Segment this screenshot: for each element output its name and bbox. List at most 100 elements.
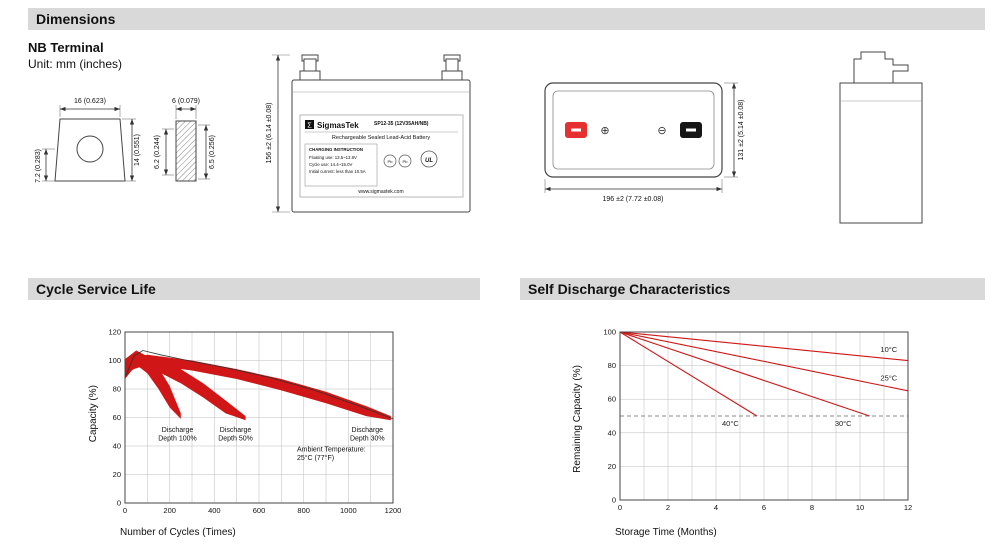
discharge-band	[125, 354, 391, 421]
chart-annotation: Ambient Temperature:	[297, 447, 366, 454]
dim-terminal-section-right: 6.5 (0.256)	[209, 135, 216, 169]
chart-annotation: Discharge	[352, 427, 384, 434]
battery-type: Rechargeable Sealed Lead-Acid Battery	[332, 135, 430, 141]
series-label: 10°C	[880, 345, 897, 354]
dimensions-title: Dimensions	[36, 11, 116, 27]
dim-top-width: 196 ±2 (7.72 ±0.08)	[602, 196, 663, 203]
ul-icon	[420, 150, 438, 168]
brand-name: SigmasTek	[317, 121, 359, 130]
chart-annotation: Depth 50%	[218, 435, 253, 442]
battery-top-view: ⊕ ⊖ 196 ±2 (7.72 ±0.08) 131 ±2 (5.14 ±0.…	[544, 82, 745, 203]
y-tick-label: 40	[608, 428, 616, 437]
dim-terminal-front-left: 7.2 (0.283)	[35, 149, 42, 183]
unit-note: Unit: mm (inches)	[28, 57, 123, 71]
series-line	[124, 350, 394, 420]
charging-line2: Cycle use: 14.4~15.0V	[309, 162, 352, 167]
y-tick-label: 0	[612, 496, 616, 505]
x-tick-label: 800	[297, 506, 310, 515]
cycle-service-life-chart: 0 200 400 600 800 1000 1200 0 20 40 60 80 100 120 Disc…	[108, 328, 401, 516]
pb-icon	[398, 154, 412, 168]
series-line	[619, 331, 909, 362]
chart-annotation: Depth 30%	[350, 435, 385, 442]
series-line	[619, 331, 758, 417]
x-tick-label: 600	[253, 506, 266, 515]
battery-front-view: 156 ±2 (6.14 ±0.08) Σ SigmasTek SP12-35 …	[266, 54, 471, 213]
discharge-band	[125, 353, 246, 421]
minus-symbol: ⊖	[657, 125, 666, 137]
x-tick-label: 8	[810, 503, 814, 512]
discharge-chart-ylabel: Remaining Capacity (%)	[572, 365, 583, 473]
x-tick-label: 200	[163, 506, 176, 515]
pb-icon	[383, 154, 397, 168]
x-tick-label: 0	[123, 506, 127, 515]
cycle-chart-xlabel: Number of Cycles (Times)	[120, 527, 236, 538]
charging-title: CHARGING INSTRUCTION	[309, 147, 363, 152]
discharge-band	[125, 350, 181, 419]
dimension-drawings: 16 (0.623) 7.2 (0.283) 14 (0.551) 6 (0.0…	[35, 51, 923, 224]
series-label: 25°C	[880, 374, 897, 383]
x-tick-label: 2	[666, 503, 670, 512]
section-header-cycle-service-life: Cycle Service Life	[28, 278, 480, 300]
x-tick-label: 6	[762, 503, 766, 512]
y-tick-label: 60	[608, 395, 616, 404]
terminal-minus-bar	[571, 128, 581, 132]
dim-terminal-front-width: 16 (0.623)	[74, 98, 106, 105]
battery-side-view	[839, 51, 923, 224]
y-tick-label: 100	[108, 356, 121, 365]
y-tick-label: 60	[113, 413, 121, 422]
plot-frame	[619, 331, 909, 501]
dim-top-height: 131 ±2 (5.14 ±0.08)	[738, 99, 745, 160]
plus-symbol: ⊕	[600, 125, 609, 137]
series-line	[619, 331, 870, 417]
y-tick-label: 40	[113, 442, 121, 451]
y-tick-label: 80	[113, 385, 121, 394]
brand-logo-glyph: Σ	[307, 123, 312, 130]
model-number: SP12-35 (12V35AH/NB)	[374, 121, 429, 127]
y-tick-label: 20	[113, 470, 121, 479]
chart-annotation: Discharge	[162, 427, 194, 434]
dim-front-height: 156 ±2 (6.14 ±0.08)	[266, 102, 273, 163]
chart-line: 10°C 25°C 30°C 40°C 0 2 4 6 8 10 12 0 20 40 60 80 100	[603, 328, 912, 513]
discharge-chart-xlabel: Storage Time (Months)	[615, 527, 717, 538]
y-tick-label: 120	[108, 328, 121, 337]
chart-annotation: Discharge	[220, 427, 252, 434]
series-line	[619, 331, 909, 392]
series-label: 30°C	[835, 419, 852, 428]
x-tick-label: 12	[904, 503, 912, 512]
website: www.sigmastek.com	[358, 189, 403, 195]
nb-terminal-subtitle: NB Terminal	[28, 40, 104, 55]
x-tick-label: 0	[618, 503, 622, 512]
chart-area: 0 200 400 600 800 1000 1200 0 20 40 60 80 100 120 Disc…	[108, 328, 401, 516]
x-tick-label: 10	[856, 503, 864, 512]
y-tick-label: 20	[608, 462, 616, 471]
charging-line3: Initial current: less than 10.5A	[309, 169, 366, 174]
y-tick-label: 80	[608, 361, 616, 370]
terminal-section-drawing: 6 (0.079) 6.2 (0.244) 6.5 (0.256)	[154, 98, 216, 182]
dim-terminal-front-right: 14 (0.551)	[134, 134, 141, 166]
terminal-front-drawing: 16 (0.623) 7.2 (0.283) 14 (0.551)	[35, 98, 141, 183]
pb-label: Pb	[403, 159, 409, 164]
chart-annotation: 25°C (77°F)	[297, 454, 334, 462]
cycle-service-life-title: Cycle Service Life	[36, 281, 156, 297]
section-header-dimensions: Dimensions	[28, 8, 985, 30]
x-tick-label: 1000	[340, 506, 357, 515]
terminal-minus-bar	[686, 128, 696, 132]
ul-label: UL	[425, 158, 433, 164]
y-tick-label: 100	[603, 328, 616, 337]
x-tick-label: 4	[714, 503, 718, 512]
dim-terminal-section-width: 6 (0.079)	[172, 98, 200, 105]
pb-label: Pb	[388, 159, 394, 164]
charging-line1: Floating use: 13.5~13.8V	[309, 155, 357, 160]
series-label: 40°C	[722, 419, 739, 428]
brand-logo-icon	[305, 120, 314, 129]
x-tick-label: 1200	[385, 506, 402, 515]
self-discharge-title: Self Discharge Characteristics	[528, 281, 731, 297]
dim-terminal-section-left: 6.2 (0.244)	[154, 135, 161, 169]
x-tick-label: 400	[208, 506, 221, 515]
plot-frame	[124, 331, 394, 504]
charging-instruction-box	[304, 143, 378, 187]
chart-annotation: Depth 100%	[158, 435, 197, 442]
section-header-self-discharge: Self Discharge Characteristics	[520, 278, 985, 300]
y-tick-label: 0	[117, 499, 121, 508]
